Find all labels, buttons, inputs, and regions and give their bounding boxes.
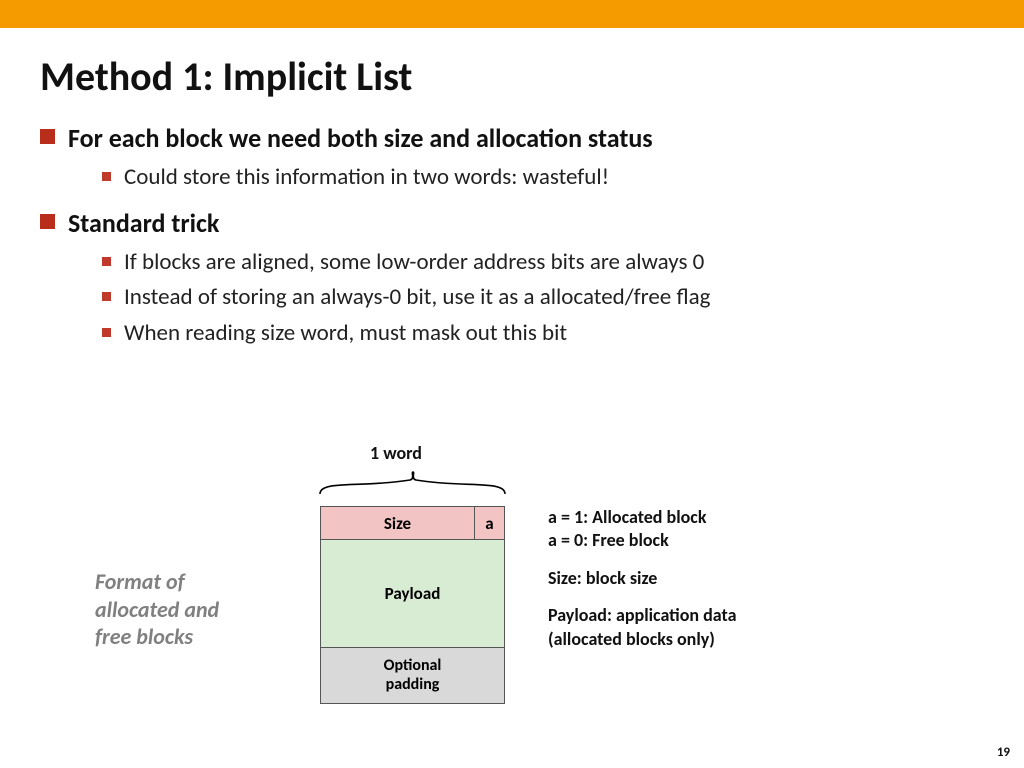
block-format-diagram: 1 word Format of allocated and free bloc… [40,448,984,768]
left-caption-text: Format of allocated and free blocks [95,568,219,650]
bullet-1-sub-0: Could store this information in two word… [102,160,984,196]
bullet-2-subs: If blocks are aligned, some low-order ad… [68,245,984,352]
page-number: 19 [997,745,1010,760]
legend-payload-l2: (allocated blocks only) [548,628,715,650]
a-cell: a [475,506,505,540]
word-label: 1 word [370,442,422,464]
padding-cell: Optional padding [320,648,505,704]
legend-size: Size: block size [548,567,928,590]
size-row: Size a [320,506,505,540]
block-column: Size a Payload Optional padding [320,506,505,704]
legend: a = 1: Allocated block a = 0: Free block… [548,506,928,665]
bullet-2-sub-1: Instead of storing an always-0 bit, use … [102,280,984,316]
legend-payload-l1: Payload: application data [548,604,736,626]
bullet-2-sub-0: If blocks are aligned, some low-order ad… [102,245,984,281]
brace-icon [315,466,510,496]
size-cell: Size [320,506,475,540]
bullet-2-head: Standard trick [68,206,984,241]
bullet-2-sub-2: When reading size word, must mask out th… [102,316,984,352]
legend-a1: a = 1: Allocated block [548,506,706,528]
bullet-list: For each block we need both size and all… [40,121,984,352]
bullet-1-head: For each block we need both size and all… [68,121,984,156]
bullet-2: Standard trick If blocks are aligned, so… [40,206,984,352]
slide-body: Method 1: Implicit List For each block w… [0,28,1024,768]
left-caption: Format of allocated and free blocks [95,568,275,651]
bullet-1-subs: Could store this information in two word… [68,160,984,196]
slide-title: Method 1: Implicit List [40,52,984,101]
legend-a0: a = 0: Free block [548,529,669,551]
legend-payload: Payload: application data (allocated blo… [548,604,928,651]
top-orange-bar [0,0,1024,28]
payload-cell: Payload [320,540,505,648]
legend-a: a = 1: Allocated block a = 0: Free block [548,506,928,553]
bullet-1: For each block we need both size and all… [40,121,984,196]
